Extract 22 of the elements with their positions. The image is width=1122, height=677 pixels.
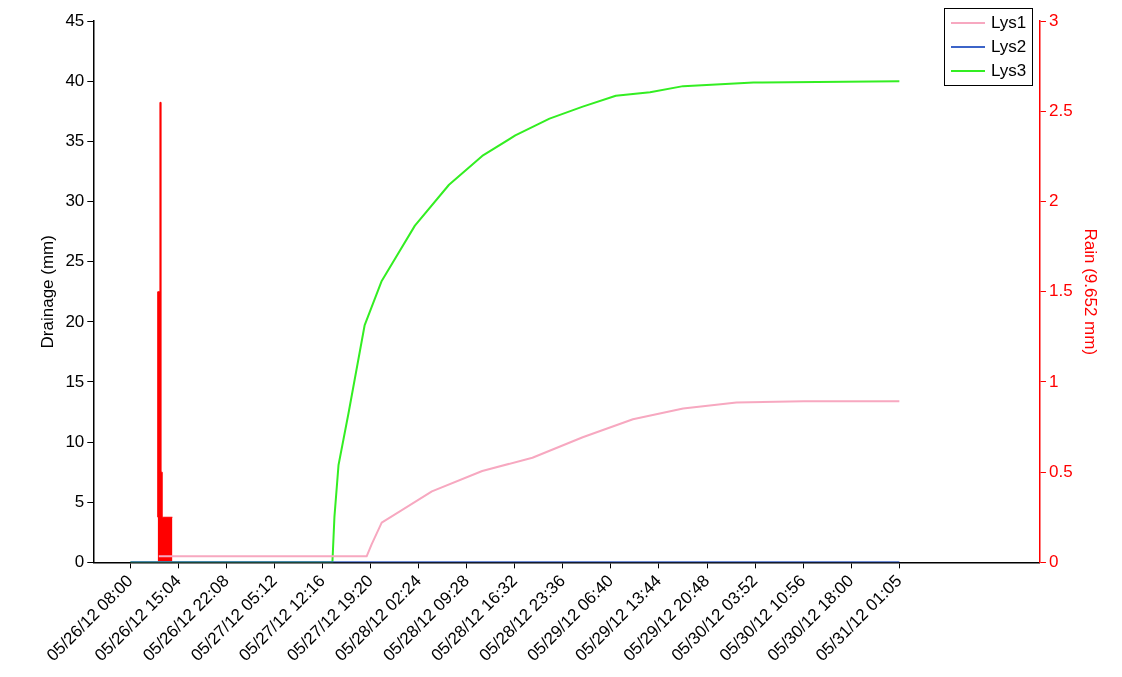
y-tick-label: 0	[74, 552, 85, 572]
y2-tick-label: 1.5	[1048, 281, 1073, 301]
y-axis-title: Drainage (mm)	[37, 235, 57, 349]
y-tick-label: 5	[74, 491, 85, 511]
y-tick-label: 20	[65, 311, 85, 331]
y-tick-label: 35	[65, 131, 85, 151]
legend-label: Lys3	[991, 61, 1027, 81]
y-tick-label: 30	[65, 191, 85, 211]
y2-tick-label: 2.5	[1048, 101, 1073, 121]
y-tick-label: 40	[65, 71, 85, 91]
y2-tick-label: 0.5	[1048, 461, 1073, 481]
y-tick-label: 45	[65, 10, 85, 30]
y2-tick-label: 2	[1048, 191, 1059, 211]
y2-axis-title: Rain (9.652 mm)	[1081, 228, 1101, 356]
y2-tick-label: 0	[1048, 552, 1059, 572]
y-tick-label: 15	[65, 371, 85, 391]
legend-label: Lys2	[991, 37, 1027, 57]
y-tick-label: 10	[65, 431, 85, 451]
y2-tick-label: 3	[1048, 10, 1059, 30]
legend-label: Lys1	[991, 13, 1027, 33]
y2-tick-label: 1	[1048, 371, 1059, 391]
y-tick-label: 25	[65, 251, 85, 271]
